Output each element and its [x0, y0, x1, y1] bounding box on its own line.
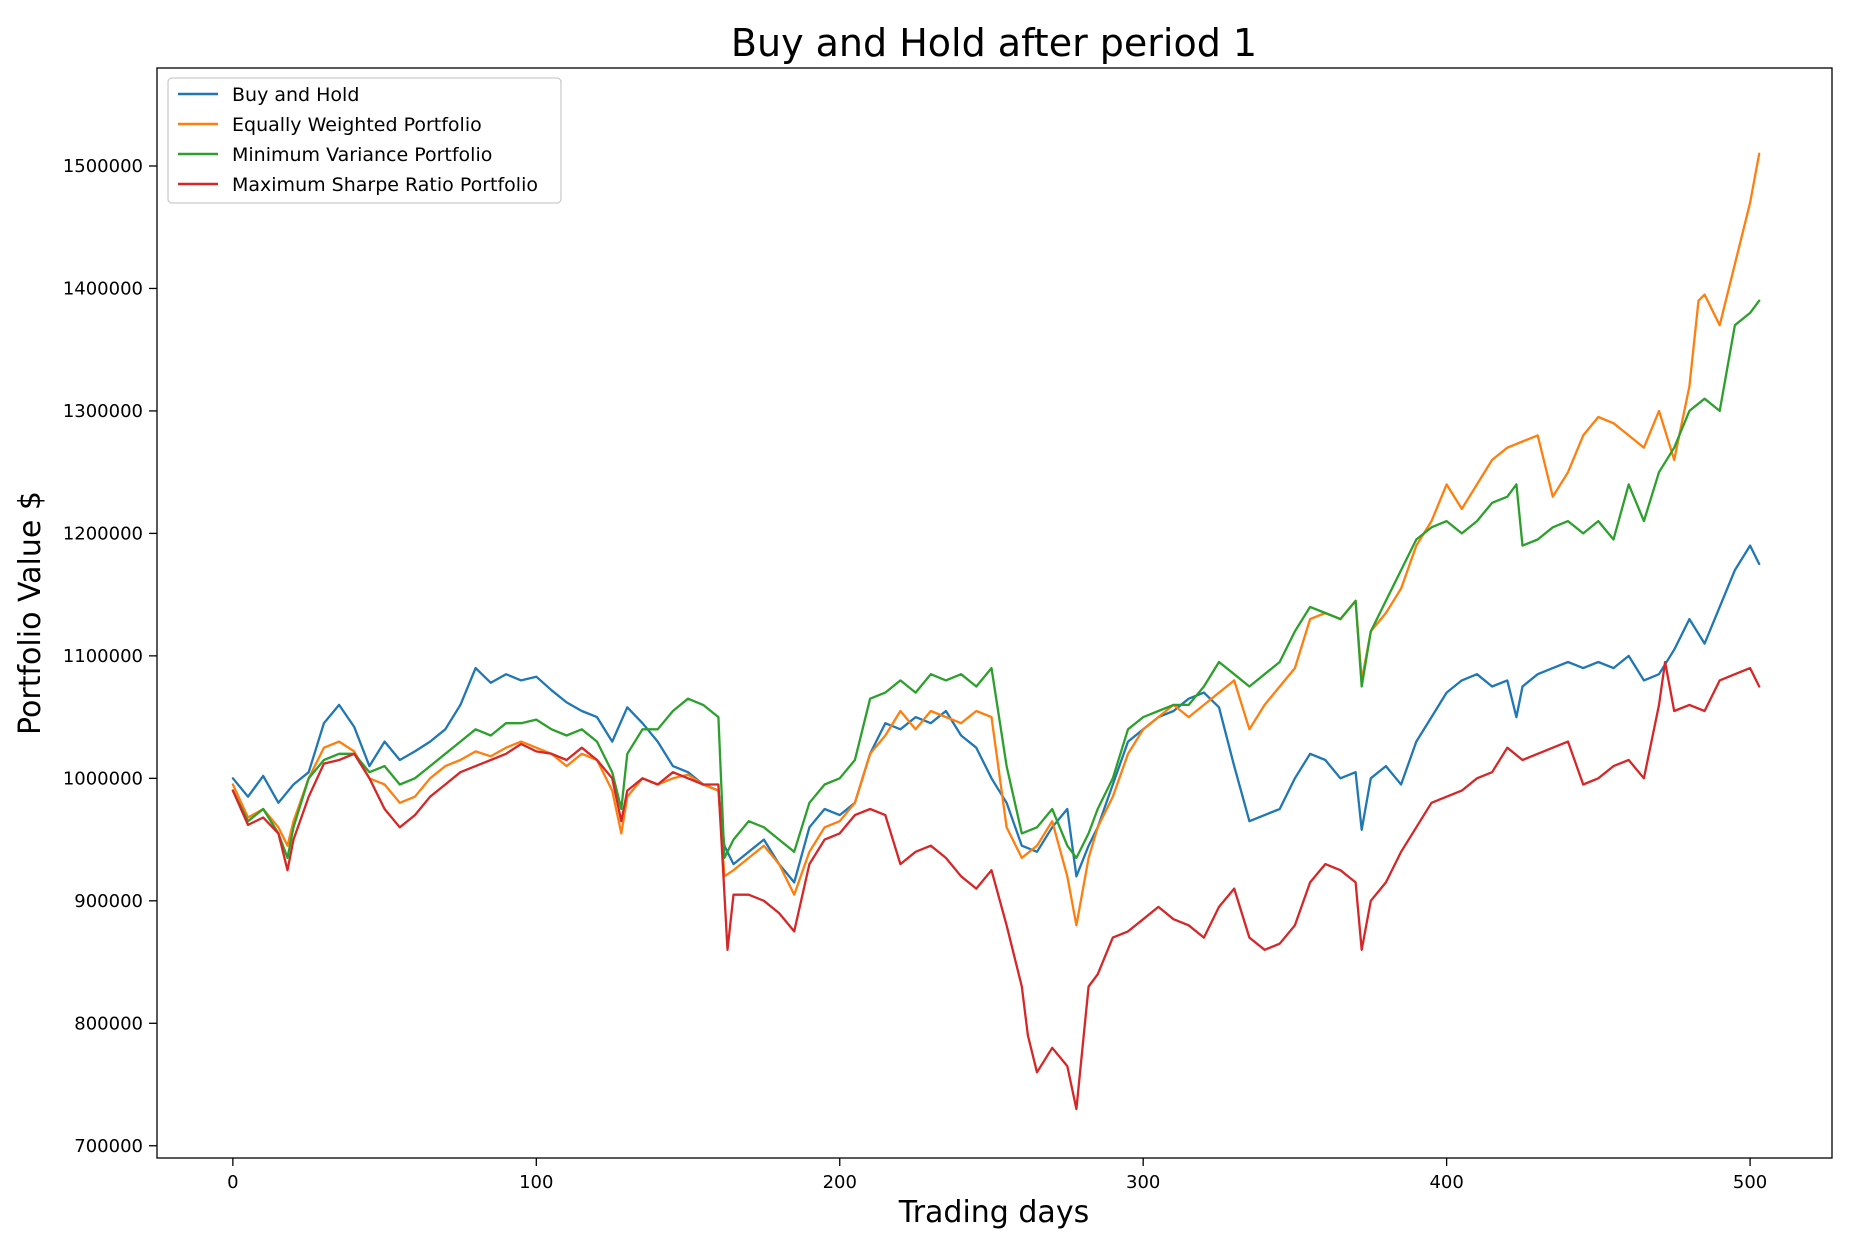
x-tick-label: 300 — [1126, 1172, 1160, 1193]
x-tick-label: 100 — [519, 1172, 553, 1193]
plot-area-frame — [156, 67, 1833, 1159]
series-layer — [231, 152, 1761, 1111]
y-tick-label: 1100000 — [63, 646, 143, 667]
y-tick-label: 900000 — [74, 891, 143, 912]
y-tick-label: 1300000 — [63, 401, 143, 422]
x-tick-label: 400 — [1429, 1172, 1463, 1193]
legend-label-buy-and-hold: Buy and Hold — [232, 84, 359, 106]
y-tick-label: 1200000 — [63, 523, 143, 544]
series-line-equally-weighted-portfolio — [231, 152, 1761, 927]
y-axis-title: Portfolio Value $ — [13, 491, 48, 735]
x-axis-title: Trading days — [898, 1195, 1089, 1230]
series-line-buy-and-hold — [231, 544, 1761, 884]
chart-title: Buy and Hold after period 1 — [731, 21, 1257, 65]
x-tick-label: 0 — [227, 1172, 238, 1193]
legend-label-maximum-sharpe-ratio-portfolio: Maximum Sharpe Ratio Portfolio — [232, 174, 538, 196]
y-tick-label: 1000000 — [63, 768, 143, 789]
x-tick-label: 200 — [823, 1172, 857, 1193]
y-tick-label: 800000 — [74, 1013, 143, 1034]
series-line-maximum-sharpe-ratio-portfolio — [231, 660, 1761, 1111]
y-axis: 700000 800000 900000 1000000 1100000 1200000 1… — [63, 156, 157, 1157]
legend-label-minimum-variance-portfolio: Minimum Variance Portfolio — [232, 144, 492, 166]
legend-box — [167, 77, 562, 204]
x-axis: 0 100 200 300 400 500 — [227, 1158, 1767, 1193]
y-tick-label: 700000 — [74, 1136, 143, 1157]
series-line-minimum-variance-portfolio — [231, 299, 1761, 860]
y-tick-label: 1400000 — [63, 278, 143, 299]
y-tick-label: 1500000 — [63, 156, 143, 177]
legend-label-equally-weighted-portfolio: Equally Weighted Portfolio — [232, 114, 482, 136]
x-tick-label: 500 — [1733, 1172, 1767, 1193]
legend: Buy and Hold Equally Weighted Portfolio Mi… — [167, 77, 562, 204]
